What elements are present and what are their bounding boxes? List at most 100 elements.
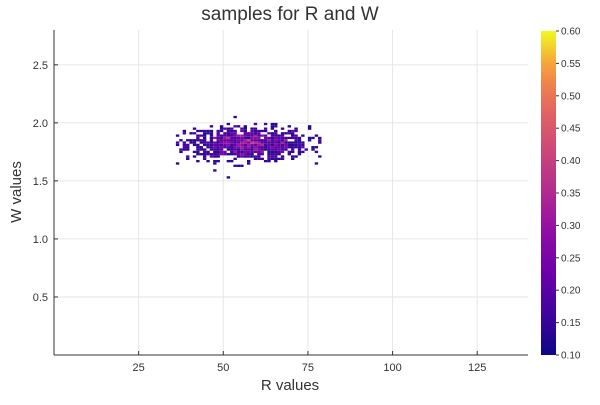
heatmap-cell	[182, 148, 187, 151]
heatmap-cell	[263, 136, 268, 140]
y-tick-label: 1.5	[33, 176, 48, 188]
heatmap-cell	[277, 146, 281, 149]
heatmap-cell	[263, 139, 268, 142]
heatmap-cell	[250, 150, 254, 154]
heatmap-cell	[230, 160, 234, 163]
heatmap-cell	[216, 136, 220, 140]
colorbar-tick-label: 0.15	[561, 318, 581, 329]
heatmap-cell	[219, 148, 224, 151]
heatmap-cell	[219, 150, 224, 154]
heatmap-cell	[236, 136, 241, 140]
heatmap-cell	[246, 141, 251, 144]
heatmap-cell	[246, 155, 251, 158]
heatmap-cell	[307, 136, 312, 140]
heatmap-cell	[297, 150, 302, 154]
heatmap-cell	[233, 139, 237, 142]
heatmap-cell	[240, 148, 244, 151]
heatmap-cell	[301, 141, 305, 144]
heatmap-cell	[260, 153, 264, 156]
heatmap-cell	[230, 129, 234, 133]
heatmap-cell	[186, 146, 190, 149]
heatmap-cell	[274, 134, 278, 137]
heatmap-cell	[294, 146, 298, 149]
heatmap-cell	[209, 146, 214, 149]
heatmap-cell	[189, 141, 193, 144]
heatmap-cell	[260, 146, 264, 149]
heatmap-cell	[233, 115, 237, 119]
heatmap-cell	[246, 148, 251, 151]
heatmap-cell	[213, 153, 217, 156]
heatmap-cell	[202, 132, 207, 135]
heatmap-cell	[297, 146, 302, 149]
heatmap-cell	[270, 136, 275, 140]
heatmap-cell	[246, 132, 251, 135]
heatmap-cell	[243, 125, 247, 128]
heatmap-cell	[280, 127, 285, 130]
heatmap-cell	[223, 134, 227, 137]
heatmap-cell	[223, 150, 227, 154]
heatmap-cell	[216, 141, 220, 144]
heatmap-cell	[213, 160, 217, 163]
heatmap-cell	[250, 136, 254, 140]
heatmap-cell	[206, 153, 210, 156]
heatmap-cell	[189, 139, 193, 142]
heatmap-cell	[202, 134, 207, 137]
heatmap-cell	[291, 132, 295, 135]
heatmap-cell	[270, 141, 275, 144]
heatmap-cell	[202, 150, 207, 154]
heatmap-cell	[236, 148, 241, 151]
heatmap-cell	[230, 143, 234, 147]
heatmap-cell	[246, 160, 251, 163]
heatmap-cell	[219, 153, 224, 156]
heatmap-cell	[291, 150, 295, 154]
heatmap-cell	[206, 141, 210, 144]
heatmap-cell	[243, 146, 247, 149]
heatmap-cell	[236, 134, 241, 137]
heatmap-cell	[213, 169, 217, 172]
heatmap-cell	[274, 132, 278, 135]
heatmap-cell	[246, 139, 251, 142]
heatmap-cell	[213, 155, 217, 158]
heatmap-cell	[260, 129, 264, 133]
heatmap-cell	[186, 139, 190, 142]
heatmap-cell	[267, 150, 271, 154]
heatmap-cell	[196, 143, 200, 147]
heatmap-cell	[243, 127, 247, 130]
x-tick-label: 125	[468, 362, 486, 374]
heatmap-cell	[260, 148, 264, 151]
heatmap-cell	[213, 146, 217, 149]
heatmap-cell	[267, 155, 271, 158]
heatmap-cell	[267, 143, 271, 147]
heatmap-cell	[267, 148, 271, 151]
heatmap-cell	[223, 139, 227, 142]
heatmap-cell	[291, 143, 295, 147]
heatmap-cell	[175, 134, 180, 137]
heatmap-cell	[280, 139, 285, 142]
heatmap-cell	[179, 148, 183, 151]
heatmap-cell	[233, 153, 237, 156]
heatmap-cell	[250, 143, 254, 147]
heatmap-cell	[287, 146, 291, 149]
heatmap-cell	[257, 136, 261, 140]
heatmap-cell	[230, 132, 234, 135]
heatmap-cell	[291, 157, 295, 160]
heatmap-cell	[270, 153, 275, 156]
heatmap-cell	[250, 153, 254, 156]
heatmap-cell	[246, 153, 251, 156]
colorbar: 0.10 0.15 0.20 0.25 0.30 0.35 0.40 0.45 0.50 0.55…	[541, 27, 581, 362]
heatmap-cell	[274, 146, 278, 149]
heatmap-cell	[291, 148, 295, 151]
heatmap-cell	[294, 155, 298, 158]
heatmap-cell	[280, 143, 285, 147]
heatmap-cell	[274, 148, 278, 151]
heatmap-cell	[287, 136, 291, 140]
heatmap-cell	[216, 129, 220, 133]
colorbar-tick-label: 0.50	[561, 91, 581, 102]
heatmap-cell	[287, 143, 291, 147]
heatmap-cell	[267, 132, 271, 135]
heatmap-cell	[233, 148, 237, 151]
heatmap-cell	[192, 150, 197, 154]
heatmap-cell	[233, 157, 237, 160]
heatmap-cell	[216, 153, 220, 156]
heatmap-cell	[206, 129, 210, 133]
